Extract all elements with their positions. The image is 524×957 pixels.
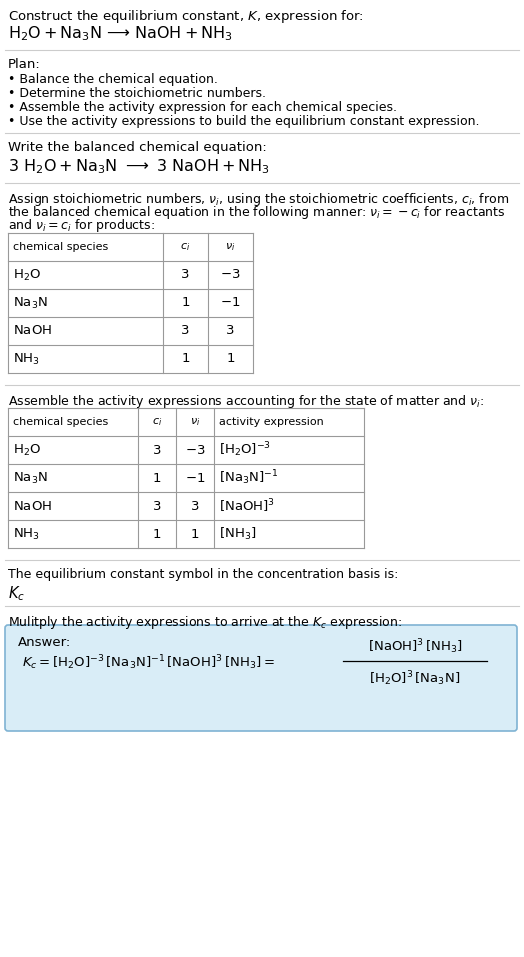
Text: $\mathrm{H_2O}$: $\mathrm{H_2O}$ <box>13 442 41 457</box>
Text: $K_c = [\mathrm{H_2O}]^{-3}\,[\mathrm{Na_3N}]^{-1}\,[\mathrm{NaOH}]^3\,[\mathrm{: $K_c = [\mathrm{H_2O}]^{-3}\,[\mathrm{Na… <box>22 654 275 673</box>
Text: 3: 3 <box>153 500 161 513</box>
Text: $\mathrm{H_2O + Na_3N}$ ⟶ $\mathrm{NaOH + NH_3}$: $\mathrm{H_2O + Na_3N}$ ⟶ $\mathrm{NaOH … <box>8 24 233 43</box>
Text: $\mathrm{NaOH}$: $\mathrm{NaOH}$ <box>13 324 52 338</box>
Text: $[\mathrm{NaOH}]^3\,[\mathrm{NH_3}]$: $[\mathrm{NaOH}]^3\,[\mathrm{NH_3}]$ <box>367 637 462 657</box>
Text: $\nu_i$: $\nu_i$ <box>190 416 200 428</box>
Text: Assign stoichiometric numbers, $\nu_i$, using the stoichiometric coefficients, $: Assign stoichiometric numbers, $\nu_i$, … <box>8 191 509 208</box>
Text: $[\mathrm{Na_3N}]^{-1}$: $[\mathrm{Na_3N}]^{-1}$ <box>219 469 279 487</box>
Text: the balanced chemical equation in the following manner: $\nu_i = -c_i$ for react: the balanced chemical equation in the fo… <box>8 204 506 221</box>
Text: 3: 3 <box>191 500 199 513</box>
Text: $\mathrm{Na_3N}$: $\mathrm{Na_3N}$ <box>13 296 48 311</box>
Text: 1: 1 <box>191 527 199 541</box>
Text: Plan:: Plan: <box>8 58 41 71</box>
Text: chemical species: chemical species <box>13 417 108 427</box>
Text: $\mathrm{NaOH}$: $\mathrm{NaOH}$ <box>13 500 52 513</box>
Text: 1: 1 <box>153 472 161 484</box>
Text: • Balance the chemical equation.: • Balance the chemical equation. <box>8 73 218 86</box>
Text: Assemble the activity expressions accounting for the state of matter and $\nu_i$: Assemble the activity expressions accoun… <box>8 393 484 410</box>
Text: The equilibrium constant symbol in the concentration basis is:: The equilibrium constant symbol in the c… <box>8 568 398 581</box>
Text: Mulitply the activity expressions to arrive at the $K_c$ expression:: Mulitply the activity expressions to arr… <box>8 614 402 631</box>
Text: $[\mathrm{NaOH}]^3$: $[\mathrm{NaOH}]^3$ <box>219 498 275 515</box>
Text: 1: 1 <box>181 297 190 309</box>
Text: 1: 1 <box>181 352 190 366</box>
Text: $\mathrm{H_2O}$: $\mathrm{H_2O}$ <box>13 267 41 282</box>
Text: • Use the activity expressions to build the equilibrium constant expression.: • Use the activity expressions to build … <box>8 115 479 128</box>
Text: and $\nu_i = c_i$ for products:: and $\nu_i = c_i$ for products: <box>8 217 155 234</box>
Text: 1: 1 <box>226 352 235 366</box>
Text: $-1$: $-1$ <box>220 297 241 309</box>
Text: • Assemble the activity expression for each chemical species.: • Assemble the activity expression for e… <box>8 101 397 114</box>
Text: $\mathrm{NH_3}$: $\mathrm{NH_3}$ <box>13 351 40 367</box>
Text: $c_i$: $c_i$ <box>180 241 191 253</box>
Text: • Determine the stoichiometric numbers.: • Determine the stoichiometric numbers. <box>8 87 266 100</box>
Text: 3: 3 <box>181 269 190 281</box>
Text: $\nu_i$: $\nu_i$ <box>225 241 236 253</box>
FancyBboxPatch shape <box>5 625 517 731</box>
Text: 3: 3 <box>181 324 190 338</box>
Text: Write the balanced chemical equation:: Write the balanced chemical equation: <box>8 141 267 154</box>
Text: 1: 1 <box>153 527 161 541</box>
Text: $-3$: $-3$ <box>220 269 241 281</box>
Text: $\mathrm{Na_3N}$: $\mathrm{Na_3N}$ <box>13 471 48 485</box>
Text: 3: 3 <box>226 324 235 338</box>
Text: $[\mathrm{NH_3}]$: $[\mathrm{NH_3}]$ <box>219 526 257 542</box>
Text: $[\mathrm{H_2O}]^3\,[\mathrm{Na_3N}]$: $[\mathrm{H_2O}]^3\,[\mathrm{Na_3N}]$ <box>369 670 461 688</box>
Text: $[\mathrm{H_2O}]^{-3}$: $[\mathrm{H_2O}]^{-3}$ <box>219 440 271 459</box>
Text: $-3$: $-3$ <box>185 443 205 456</box>
Text: chemical species: chemical species <box>13 242 108 252</box>
Text: $-1$: $-1$ <box>185 472 205 484</box>
Text: 3: 3 <box>153 443 161 456</box>
Text: $c_i$: $c_i$ <box>152 416 162 428</box>
Text: Construct the equilibrium constant, $K$, expression for:: Construct the equilibrium constant, $K$,… <box>8 8 364 25</box>
Text: $\mathrm{NH_3}$: $\mathrm{NH_3}$ <box>13 526 40 542</box>
Text: activity expression: activity expression <box>219 417 324 427</box>
Text: $\mathrm{3\ H_2O + Na_3N\ \longrightarrow\ 3\ NaOH + NH_3}$: $\mathrm{3\ H_2O + Na_3N\ \longrightarro… <box>8 157 270 176</box>
Text: $K_c$: $K_c$ <box>8 584 25 603</box>
Text: Answer:: Answer: <box>18 636 71 649</box>
